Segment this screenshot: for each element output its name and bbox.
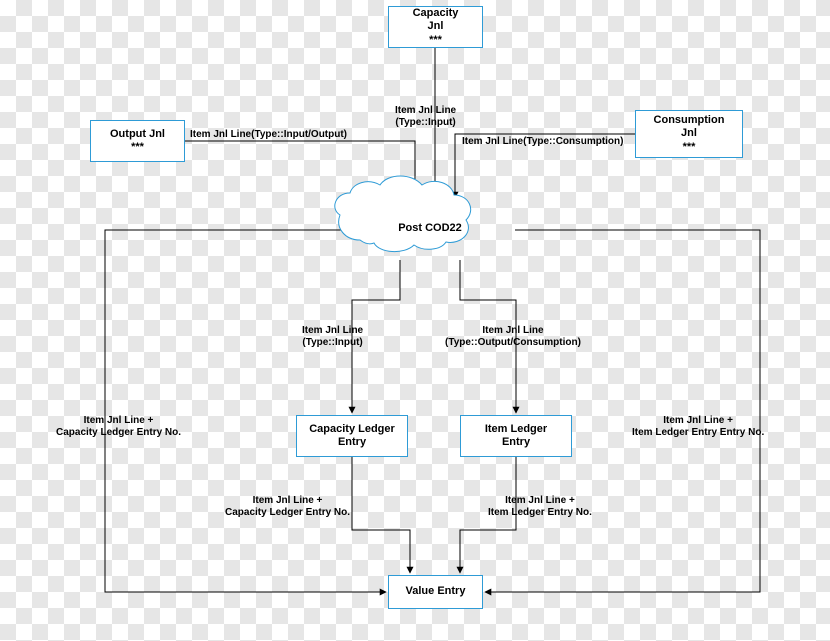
edge-label: Item Jnl Line + Item Ledger Entry Entry … (632, 415, 764, 439)
checker-background (0, 0, 830, 641)
node-title: Capacity Ledger (301, 423, 403, 436)
edge-label: Item Jnl Line (Type::Input) (302, 325, 363, 349)
node-sub1: Jnl (640, 127, 738, 140)
node-sub1: Jnl (393, 20, 478, 33)
node-value-entry: Value Entry (388, 575, 483, 609)
node-output-jnl: Output Jnl *** (90, 120, 185, 162)
edge-label: Item Jnl Line + Capacity Ledger Entry No… (56, 415, 181, 439)
node-consumption-jnl: Consumption Jnl *** (635, 110, 743, 158)
node-title: Value Entry (393, 585, 478, 598)
node-item-ledger: Item Ledger Entry (460, 415, 572, 457)
edge-label: Item Jnl Line (Type::Input) (395, 105, 456, 129)
node-title: Capacity (393, 7, 478, 20)
node-sub2: *** (640, 141, 738, 154)
edge-label: Item Jnl Line + Capacity Ledger Entry No… (225, 495, 350, 519)
cloud-label: Post COD22 (360, 222, 500, 235)
node-sub2: *** (95, 141, 180, 154)
node-title: Consumption (640, 114, 738, 127)
edge-label: Item Jnl Line (Type::Output/Consumption) (445, 325, 581, 349)
node-sub1: Entry (301, 436, 403, 449)
node-sub2: *** (393, 34, 478, 47)
edge-label: Item Jnl Line + Item Ledger Entry No. (488, 495, 592, 519)
node-capacity-ledger: Capacity Ledger Entry (296, 415, 408, 457)
node-sub1: Entry (465, 436, 567, 449)
node-title: Item Ledger (465, 423, 567, 436)
node-capacity-jnl: Capacity Jnl *** (388, 6, 483, 48)
node-title: Output Jnl (95, 128, 180, 141)
edge-label: Item Jnl Line(Type::Input/Output) (190, 129, 347, 141)
edge-label: Item Jnl Line(Type::Consumption) (462, 136, 623, 148)
